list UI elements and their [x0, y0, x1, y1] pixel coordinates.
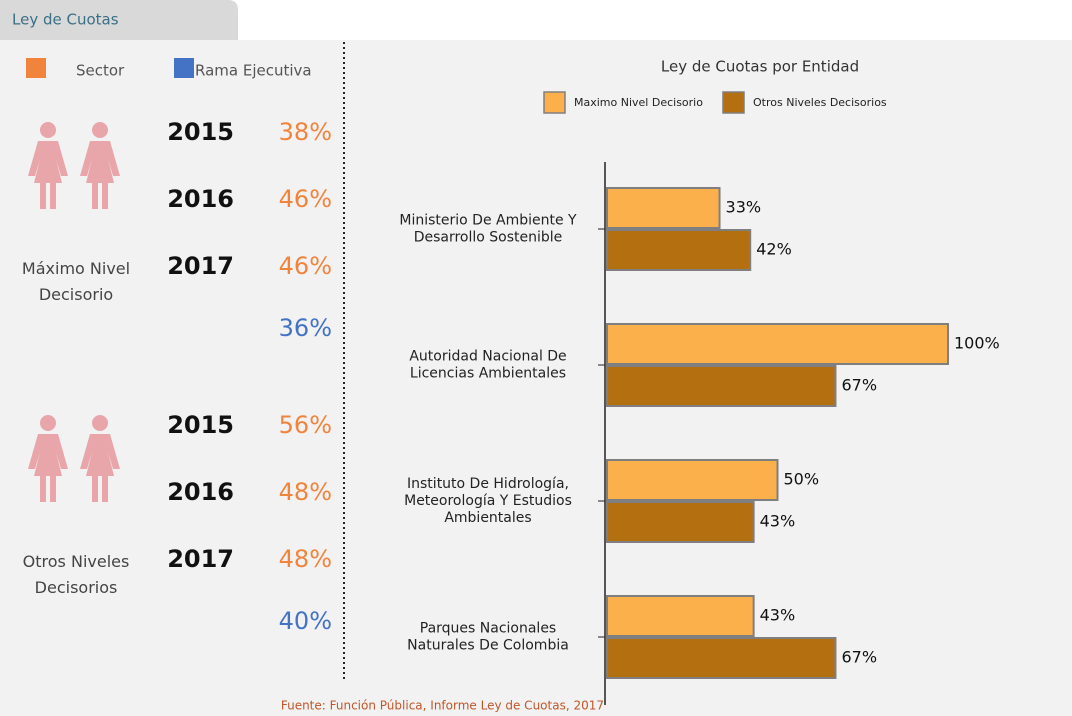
legend-swatch: [174, 58, 194, 78]
legend-swatch: [722, 91, 745, 114]
value-label: 50%: [784, 470, 820, 489]
sector-pct: 48%: [279, 545, 332, 573]
legend-label: Sector: [76, 62, 125, 80]
year: 2015: [167, 411, 234, 439]
sector-pct: 46%: [279, 252, 332, 280]
legend-label: Rama Ejecutiva: [195, 62, 312, 80]
source: Fuente: Función Pública, Informe Ley de …: [281, 699, 604, 713]
bar: [606, 637, 837, 679]
bar: [606, 323, 949, 365]
year: 2016: [167, 478, 234, 506]
tab-label: Ley de Cuotas: [12, 11, 119, 29]
panel-bg: [0, 40, 1072, 716]
value-label: 42%: [756, 240, 792, 259]
legend-swatch: [543, 91, 566, 114]
sector-pct: 56%: [279, 411, 332, 439]
woman-icon: [28, 122, 68, 209]
legend-label: Maximo Nivel Decisorio: [574, 96, 703, 109]
rama-pct: 36%: [279, 314, 332, 342]
tab[interactable]: [0, 0, 238, 40]
sector-pct: 48%: [279, 478, 332, 506]
bar: [606, 187, 721, 229]
group-label: Otros Niveles Decisorios: [23, 552, 130, 597]
woman-icon: [80, 122, 120, 209]
category-label: Parques Nacionales Naturales De Colombia: [407, 621, 569, 654]
category-label: Autoridad Nacional De Licencias Ambiental…: [409, 349, 566, 382]
bar: [606, 365, 837, 407]
value-label: 67%: [841, 648, 877, 667]
bar: [606, 229, 752, 271]
bar: [606, 595, 755, 637]
woman-icon: [28, 415, 68, 502]
year: 2017: [167, 545, 234, 573]
year: 2016: [167, 185, 234, 213]
value-label: 43%: [760, 606, 796, 625]
year: 2015: [167, 118, 234, 146]
legend-label: Otros Niveles Decisorios: [753, 96, 887, 109]
chart-title: Ley de Cuotas por Entidad: [661, 58, 859, 76]
value-label: 100%: [954, 334, 1000, 353]
category-label: Instituto De Hidrología, Meteorología Y E…: [404, 476, 572, 526]
value-label: 33%: [726, 198, 762, 217]
sector-pct: 38%: [279, 118, 332, 146]
legend-swatch: [26, 58, 46, 78]
bar: [606, 459, 779, 501]
bar: [606, 501, 755, 543]
rama-pct: 40%: [279, 607, 332, 635]
group-label: Máximo Nivel Decisorio: [22, 259, 130, 304]
woman-icon: [80, 415, 120, 502]
category-label: Ministerio De Ambiente Y Desarrollo Soste…: [399, 213, 577, 246]
value-label: 67%: [841, 376, 877, 395]
sector-pct: 46%: [279, 185, 332, 213]
year: 2017: [167, 252, 234, 280]
value-label: 43%: [760, 512, 796, 531]
